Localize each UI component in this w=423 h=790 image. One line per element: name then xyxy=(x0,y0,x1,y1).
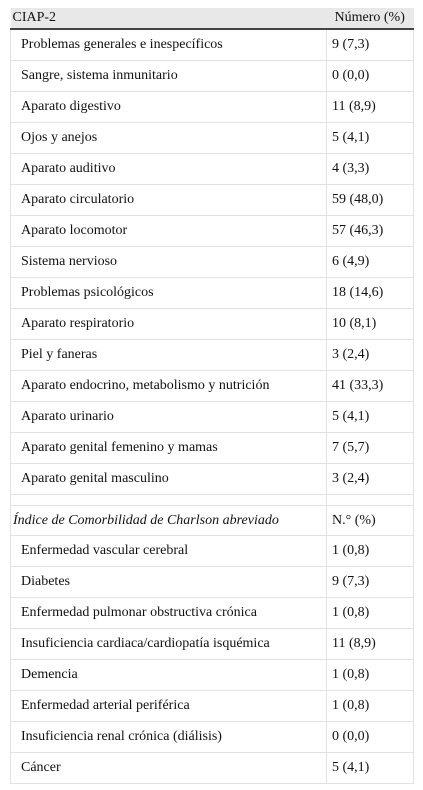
table-row: Problemas psicológicos 18 (14,6) xyxy=(10,277,414,309)
label-cell: Diabetes xyxy=(10,566,327,598)
value-cell: N.° (%) xyxy=(326,505,414,536)
label-cell: Aparato auditivo xyxy=(10,153,327,185)
value-cell: 41 (33,3) xyxy=(326,370,414,402)
value-cell: 10 (8,1) xyxy=(326,308,414,340)
value-cell: 1 (0,8) xyxy=(326,659,414,691)
value-cell xyxy=(326,494,414,506)
table-row: Demencia 1 (0,8) xyxy=(10,659,414,691)
label-cell: Cáncer xyxy=(10,752,327,784)
label-cell: Piel y faneras xyxy=(10,339,327,371)
label-cell: Aparato urinario xyxy=(10,401,327,433)
table-row: Aparato respiratorio 10 (8,1) xyxy=(10,308,414,340)
value-cell: 7 (5,7) xyxy=(326,432,414,464)
table-row: Insuficiencia cardiaca/cardiopatía isqué… xyxy=(10,628,414,660)
value-cell: 59 (48,0) xyxy=(326,184,414,216)
table: CIAP-2 Número (%) Problemas generales e in… xyxy=(10,8,414,784)
value-cell: Número (%) xyxy=(326,8,414,30)
label-cell: CIAP-2 xyxy=(10,8,327,30)
table-row: Aparato digestivo 11 (8,9) xyxy=(10,91,414,123)
label-cell: Índice de Comorbilidad de Charlson abrev… xyxy=(10,505,327,536)
label-cell: Sistema nervioso xyxy=(10,246,327,278)
value-cell: 57 (46,3) xyxy=(326,215,414,247)
value-cell: 11 (8,9) xyxy=(326,91,414,123)
table-row: Sangre, sistema inmunitario 0 (0,0) xyxy=(10,60,414,92)
table-row: Enfermedad pulmonar obstructiva crónica 1… xyxy=(10,597,414,629)
value-cell: 3 (2,4) xyxy=(326,463,414,495)
table-row: Diabetes 9 (7,3) xyxy=(10,566,414,598)
table-row: Piel y faneras 3 (2,4) xyxy=(10,339,414,371)
table-row: Sistema nervioso 6 (4,9) xyxy=(10,246,414,278)
value-cell: 5 (4,1) xyxy=(326,752,414,784)
value-cell: 9 (7,3) xyxy=(326,28,414,61)
label-cell: Insuficiencia cardiaca/cardiopatía isqué… xyxy=(10,628,327,660)
value-cell: 0 (0,0) xyxy=(326,60,414,92)
table-row: Aparato locomotor 57 (46,3) xyxy=(10,215,414,247)
label-cell: Enfermedad arterial periférica xyxy=(10,690,327,722)
label-cell: Problemas psicológicos xyxy=(10,277,327,309)
value-cell: 11 (8,9) xyxy=(326,628,414,660)
value-cell: 1 (0,8) xyxy=(326,690,414,722)
value-cell: 4 (3,3) xyxy=(326,153,414,185)
value-cell: 5 (4,1) xyxy=(326,401,414,433)
value-cell: 18 (14,6) xyxy=(326,277,414,309)
label-cell: Enfermedad pulmonar obstructiva crónica xyxy=(10,597,327,629)
value-cell: 6 (4,9) xyxy=(326,246,414,278)
label-cell: Aparato circulatorio xyxy=(10,184,327,216)
label-cell xyxy=(10,494,327,506)
table-row: Aparato endocrino, metabolismo y nutrici… xyxy=(10,370,414,402)
value-cell: 5 (4,1) xyxy=(326,122,414,154)
table-row: Ojos y anejos 5 (4,1) xyxy=(10,122,414,154)
label-cell: Enfermedad vascular cerebral xyxy=(10,535,327,567)
table-wrapper: CIAP-2 Número (%) Problemas generales e in… xyxy=(10,8,414,784)
label-cell: Aparato respiratorio xyxy=(10,308,327,340)
table-row: Problemas generales e inespecíficos 9 (7,… xyxy=(10,28,414,61)
table-row: Insuficiencia renal crónica (diálisis) 0 … xyxy=(10,721,414,753)
table-row: Aparato genital masculino 3 (2,4) xyxy=(10,463,414,495)
label-cell: Ojos y anejos xyxy=(10,122,327,154)
label-cell: Aparato endocrino, metabolismo y nutrici… xyxy=(10,370,327,402)
table-row: Aparato circulatorio 59 (48,0) xyxy=(10,184,414,216)
label-cell: Aparato genital masculino xyxy=(10,463,327,495)
label-cell: Aparato genital femenino y mamas xyxy=(10,432,327,464)
label-cell: Problemas generales e inespecíficos xyxy=(10,28,327,61)
table-row: Cáncer 5 (4,1) xyxy=(10,752,414,784)
header-row: CIAP-2 Número (%) xyxy=(10,8,414,30)
table-row: Aparato genital femenino y mamas 7 (5,7) xyxy=(10,432,414,464)
table-row: Aparato auditivo 4 (3,3) xyxy=(10,153,414,185)
spacer-row xyxy=(10,494,414,506)
label-cell: Demencia xyxy=(10,659,327,691)
label-cell: Sangre, sistema inmunitario xyxy=(10,60,327,92)
table-row: Enfermedad vascular cerebral 1 (0,8) xyxy=(10,535,414,567)
subheader-row: Índice de Comorbilidad de Charlson abrev… xyxy=(10,505,414,536)
table-row: Aparato urinario 5 (4,1) xyxy=(10,401,414,433)
value-cell: 3 (2,4) xyxy=(326,339,414,371)
value-cell: 1 (0,8) xyxy=(326,535,414,567)
label-cell: Aparato locomotor xyxy=(10,215,327,247)
table-row: Enfermedad arterial periférica 1 (0,8) xyxy=(10,690,414,722)
label-cell: Aparato digestivo xyxy=(10,91,327,123)
value-cell: 9 (7,3) xyxy=(326,566,414,598)
label-cell: Insuficiencia renal crónica (diálisis) xyxy=(10,721,327,753)
value-cell: 0 (0,0) xyxy=(326,721,414,753)
value-cell: 1 (0,8) xyxy=(326,597,414,629)
